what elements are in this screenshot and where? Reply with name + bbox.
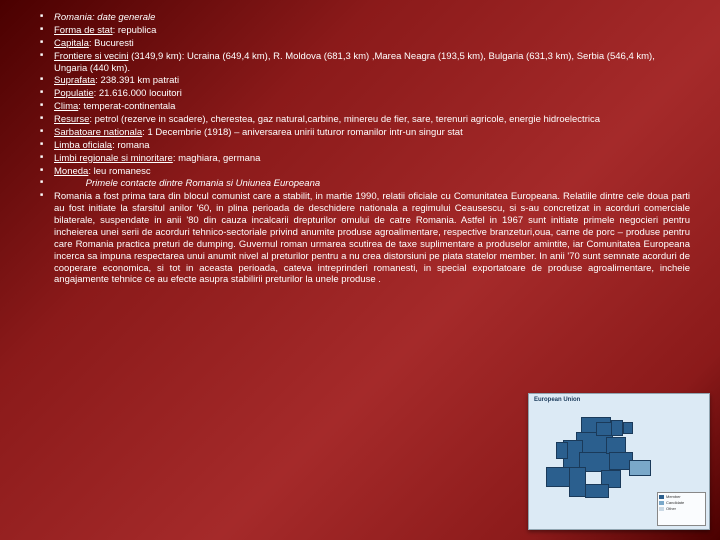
item-text: : leu romanesc (88, 166, 150, 177)
legend-swatch (659, 501, 664, 505)
list-item: Resurse: petrol (rezerve in scadere), ch… (40, 114, 690, 126)
item-text: Romania a fost prima tara din blocul com… (54, 191, 690, 285)
legend-label: Other (666, 506, 676, 511)
item-text: Primele contacte dintre Romania si Uniun… (54, 178, 320, 189)
item-text: : 1 Decembrie (1918) – aniversarea uniri… (142, 127, 463, 138)
list-item: Romania a fost prima tara din blocul com… (40, 191, 690, 286)
item-text: : 21.616.000 locuitori (94, 88, 182, 99)
item-label: Populatie (54, 88, 94, 99)
item-label: Moneda (54, 166, 88, 177)
item-label: Capitala (54, 38, 89, 49)
list-item: Clima: temperat-continentala (40, 101, 690, 113)
item-text: (3149,9 km): Ucraina (649,4 km), R. Mold… (54, 51, 655, 74)
list-item: Populatie: 21.616.000 locuitori (40, 88, 690, 100)
list-item: Sarbatoare nationala: 1 Decembrie (1918)… (40, 127, 690, 139)
item-label: Suprafata (54, 75, 95, 86)
item-label: Limbi regionale si minoritare (54, 153, 173, 164)
list-item: Suprafata: 238.391 km patrati (40, 75, 690, 87)
item-label: Resurse (54, 114, 89, 125)
item-label: Sarbatoare nationala (54, 127, 142, 138)
legend-swatch (659, 507, 664, 511)
list-item: Frontiere si vecini (3149,9 km): Ucraina… (40, 51, 690, 75)
item-text: : maghiara, germana (173, 153, 261, 164)
map-title: European Union (534, 397, 580, 403)
list-item: Forma de stat: republica (40, 25, 690, 37)
list-item: Primele contacte dintre Romania si Uniun… (40, 178, 690, 190)
eu-map: European Union MemberCandidateOther (528, 393, 710, 530)
item-label: Forma de stat (54, 25, 113, 36)
item-text: : petrol (rezerve in scadere), cherestea… (89, 114, 600, 125)
legend-row: Candidate (659, 500, 704, 505)
legend-label: Member (666, 494, 681, 499)
slide-content: Romania: date generale Forma de stat: rep… (0, 0, 720, 286)
item-text: : romana (112, 140, 150, 151)
list-item: Moneda: leu romanesc (40, 166, 690, 178)
list-item: Capitala: Bucuresti (40, 38, 690, 50)
legend-row: Member (659, 494, 704, 499)
legend-row: Other (659, 506, 704, 511)
legend-swatch (659, 495, 664, 499)
item-text: : 238.391 km patrati (95, 75, 179, 86)
item-text: : temperat-continentala (78, 101, 175, 112)
item-text: : Bucuresti (89, 38, 134, 49)
item-label: Frontiere si vecini (54, 51, 128, 62)
list-item: Romania: date generale (40, 12, 690, 24)
item-text: Romania: date generale (54, 12, 155, 23)
legend-label: Candidate (666, 500, 684, 505)
item-text: : republica (113, 25, 157, 36)
map-shape (541, 412, 671, 512)
map-legend: MemberCandidateOther (657, 492, 706, 526)
list-item: Limbi regionale si minoritare: maghiara,… (40, 153, 690, 165)
item-label: Limba oficiala (54, 140, 112, 151)
item-label: Clima (54, 101, 78, 112)
list-item: Limba oficiala: romana (40, 140, 690, 152)
bullet-list: Romania: date generale Forma de stat: rep… (40, 12, 690, 286)
